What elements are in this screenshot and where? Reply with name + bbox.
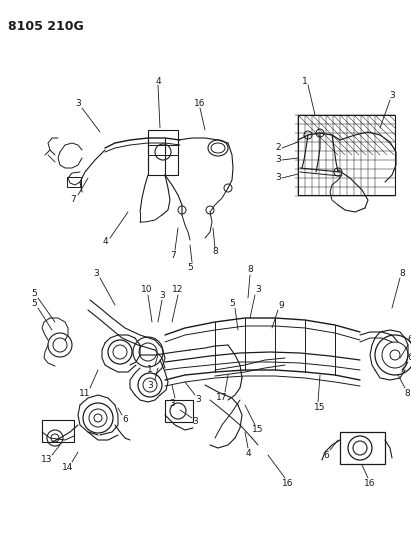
- Text: 2: 2: [275, 143, 281, 152]
- Text: 13: 13: [41, 456, 53, 464]
- Text: 3: 3: [169, 399, 175, 408]
- Bar: [148, 130, 178, 175]
- Bar: [42, 420, 74, 442]
- Text: 5: 5: [31, 298, 37, 308]
- Bar: [165, 400, 193, 422]
- Text: 3: 3: [275, 174, 281, 182]
- Text: 1: 1: [147, 366, 153, 375]
- Text: 3: 3: [159, 290, 165, 300]
- Text: 3: 3: [195, 395, 201, 405]
- Text: 1: 1: [302, 77, 308, 85]
- Text: 16: 16: [194, 100, 206, 109]
- Text: 5: 5: [31, 288, 37, 297]
- Text: 6: 6: [122, 416, 128, 424]
- Text: 15: 15: [314, 402, 326, 411]
- Bar: [67, 177, 81, 187]
- Text: 5: 5: [229, 298, 235, 308]
- Text: 9: 9: [278, 301, 284, 310]
- Text: 3: 3: [192, 417, 198, 426]
- Text: 3: 3: [147, 381, 153, 390]
- Text: 3: 3: [75, 100, 81, 109]
- Text: 16: 16: [364, 479, 376, 488]
- Bar: [340, 432, 385, 464]
- Text: 3: 3: [93, 269, 99, 278]
- Text: 6: 6: [407, 352, 411, 361]
- Text: 8105 210G: 8105 210G: [8, 20, 84, 33]
- Text: 4: 4: [245, 448, 251, 457]
- Text: 3: 3: [255, 286, 261, 295]
- Text: 6: 6: [323, 450, 329, 459]
- Text: 12: 12: [172, 286, 184, 295]
- Text: 17: 17: [216, 392, 228, 401]
- Text: 8: 8: [404, 389, 410, 398]
- Text: 8: 8: [399, 269, 405, 278]
- Text: 10: 10: [141, 286, 153, 295]
- Text: 7: 7: [170, 251, 176, 260]
- Text: 8: 8: [247, 265, 253, 274]
- Text: 3: 3: [275, 156, 281, 165]
- Text: 6: 6: [407, 335, 411, 344]
- Text: 14: 14: [62, 463, 74, 472]
- Text: 15: 15: [252, 425, 264, 434]
- Text: 11: 11: [79, 389, 91, 398]
- Text: 3: 3: [389, 92, 395, 101]
- Text: 8: 8: [212, 247, 218, 256]
- Text: 5: 5: [187, 262, 193, 271]
- Text: 16: 16: [282, 479, 294, 488]
- Text: 4: 4: [102, 238, 108, 246]
- Bar: [298, 115, 395, 195]
- Text: 4: 4: [155, 77, 161, 85]
- Text: 7: 7: [70, 195, 76, 204]
